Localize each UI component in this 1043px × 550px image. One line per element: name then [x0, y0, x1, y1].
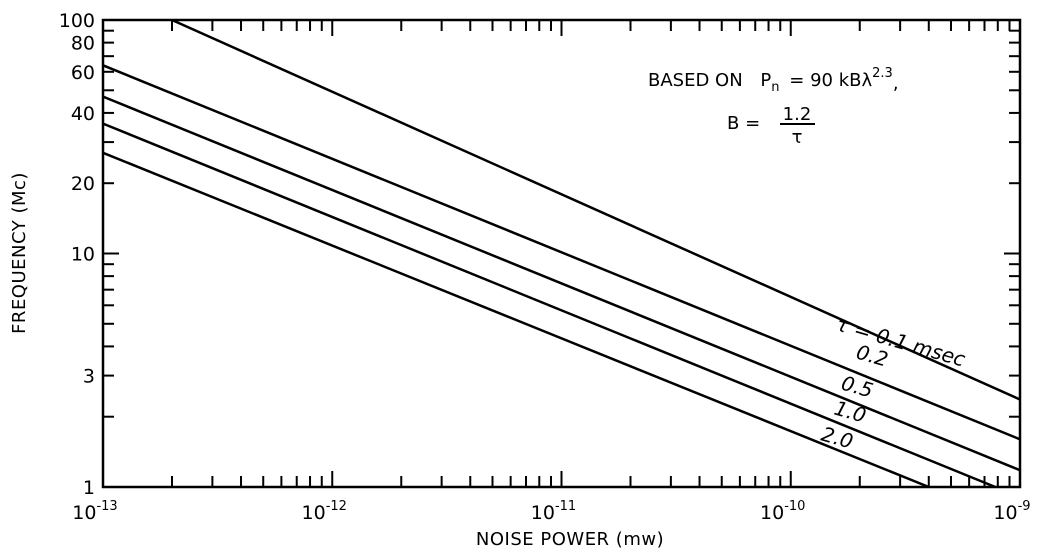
series-line-2 [102, 95, 1021, 472]
series-label-4: 2.0 [819, 422, 856, 454]
note-pn-sub: n [771, 80, 779, 95]
series-line-3 [102, 122, 996, 489]
note-pn-exp: 2.3 [872, 66, 893, 81]
note-b-denominator: τ [792, 127, 803, 148]
x-tick-label: 10-9 [993, 499, 1030, 524]
svg-text:BASED ON Pn = 90 k: BASED ON Pn = 90 kBλ2.3, [648, 66, 899, 96]
y-tick-label: 1 [83, 477, 95, 499]
series-lines [102, 18, 1021, 489]
note-prefix: BASED ON [648, 70, 743, 91]
y-tick-label: 20 [71, 173, 95, 195]
note-pn-symbol: P [760, 70, 771, 91]
y-tick-label: 100 [59, 10, 95, 32]
note-b-numerator: 1.2 [783, 104, 812, 125]
note-comma: , [893, 73, 899, 94]
x-tick-label: 10-12 [302, 499, 347, 524]
x-axis-title: NOISE POWER (mw) [476, 529, 664, 550]
formula-note: BASED ON Pn = 90 kBλ2.3, B = 1.2 τ [648, 66, 899, 148]
note-b-lhs: B = [727, 113, 760, 134]
note-pn-rhs: = 90 kBλ [789, 70, 872, 91]
y-tick-label: 10 [71, 244, 95, 266]
y-tick-label: 40 [71, 103, 95, 125]
series-line-1 [102, 64, 1021, 441]
series-line-0 [171, 18, 1021, 401]
y-tick-label: 3 [83, 366, 95, 388]
x-tick-label: 10-10 [760, 499, 805, 524]
x-tick-label: 10-11 [531, 499, 576, 524]
series-line-4 [102, 151, 930, 489]
y-tick-label: 60 [71, 62, 95, 84]
series-labels: τ = 0.1 msec 0.2 0.5 1.0 2.0 [819, 312, 968, 454]
x-tick-label: 10-13 [72, 499, 117, 524]
y-axis-title: FREQUENCY (Mc) [9, 172, 30, 334]
y-tick-label: 80 [71, 33, 95, 55]
axis-ticks [102, 20, 1020, 488]
